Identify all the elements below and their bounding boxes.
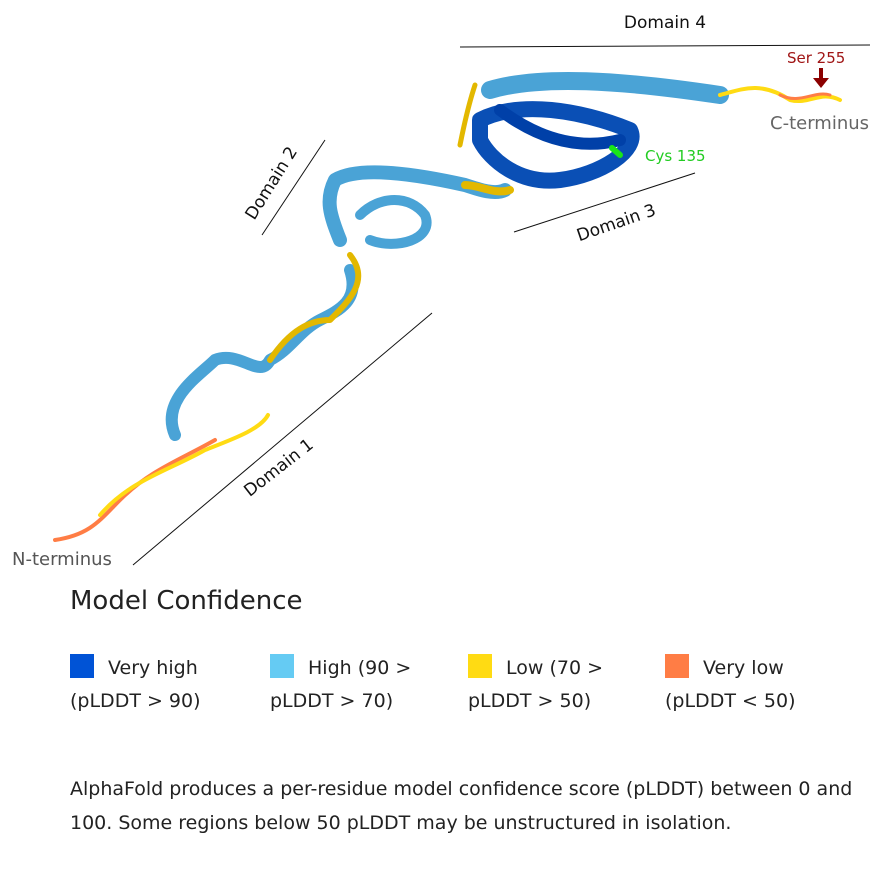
- domain-label: Domain 2: [242, 143, 303, 223]
- ser-label: Ser 255: [787, 49, 845, 67]
- description: AlphaFold produces a per-residue model c…: [70, 772, 870, 840]
- domain-label: Domain 4: [624, 13, 706, 33]
- legend-title: Model Confidence: [70, 586, 303, 616]
- cys-label: Cys 135: [645, 147, 706, 165]
- legend-item: Very low (pLDDT < 50): [665, 652, 835, 718]
- structure-figure: Domain 1 Domain 2 Domain 3 Domain 4 N-te…: [0, 0, 888, 590]
- legend-swatch: [468, 654, 492, 678]
- legend-swatch: [665, 654, 689, 678]
- domain-line: [460, 45, 870, 47]
- legend-swatch: [70, 654, 94, 678]
- domain-label: Domain 1: [240, 435, 317, 501]
- legend-item: High (90 > pLDDT > 70): [270, 652, 440, 718]
- arrow: [813, 68, 829, 88]
- domain-label: Domain 3: [574, 200, 658, 246]
- ribbon: [55, 81, 840, 540]
- n-terminus-label: N-terminus: [12, 549, 112, 570]
- c-terminus-label: C-terminus: [770, 113, 869, 134]
- legend-item: Very high (pLDDT > 90): [70, 652, 240, 718]
- page: Domain 1 Domain 2 Domain 3 Domain 4 N-te…: [0, 0, 888, 872]
- legend-item: Low (70 > pLDDT > 50): [468, 652, 638, 718]
- legend-swatch: [270, 654, 294, 678]
